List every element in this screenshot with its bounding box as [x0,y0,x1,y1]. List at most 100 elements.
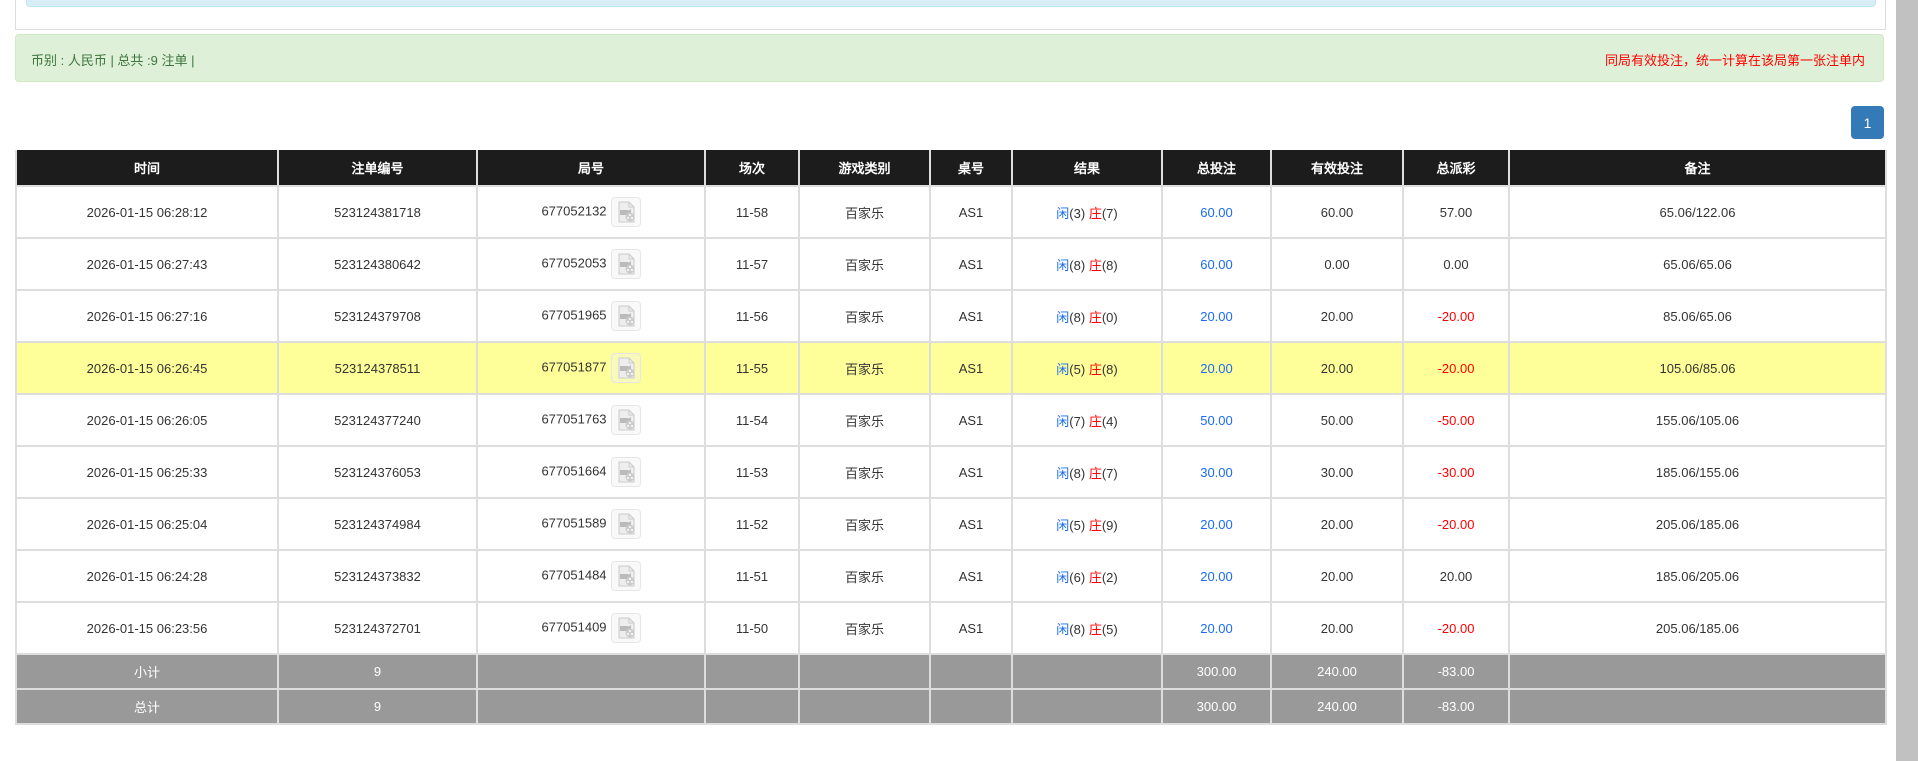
cell-valid-bet: 20.00 [1270,341,1404,395]
cell-game-type: 百家乐 [798,601,931,655]
round-id: 677051877 [541,359,607,375]
cell-shoe: 11-54 [704,393,800,447]
banker-points: (2) [1101,569,1118,585]
round-id: 677051484 [541,567,607,583]
video-replay-icon[interactable] [610,613,641,643]
round-id: 677051664 [541,463,607,479]
footer-empty [798,688,931,725]
column-header-table-no: 桌号 [929,150,1013,187]
footer-empty [1011,653,1163,690]
cell-valid-bet: 20.00 [1270,497,1404,551]
round-id: 677051589 [541,515,607,531]
cell-order-id: 523124381718 [277,185,478,239]
player-points: (3) [1069,205,1086,221]
footer-count: 9 [277,653,478,690]
player-label: 闲 [1056,413,1070,429]
banker-label: 庄 [1088,361,1102,377]
cell-total-bet: 20.00 [1161,549,1272,603]
cell-round-id: 677051589 [476,497,706,551]
cell-valid-bet: 0.00 [1270,237,1404,291]
player-label: 闲 [1056,205,1070,221]
pagination-page-1[interactable]: 1 [1851,106,1884,139]
player-points: (8) [1069,309,1086,325]
player-points: (7) [1069,413,1086,429]
cell-round-id: 677051664 [476,445,706,499]
cell-shoe: 11-55 [704,341,800,395]
video-replay-icon[interactable] [610,353,641,383]
cell-time: 2026-01-15 06:27:43 [15,237,279,291]
cell-valid-bet: 20.00 [1270,601,1404,655]
video-replay-icon[interactable] [610,249,641,279]
cell-valid-bet: 60.00 [1270,185,1404,239]
cell-shoe: 11-53 [704,445,800,499]
cell-valid-bet: 20.00 [1270,549,1404,603]
player-label: 闲 [1056,569,1070,585]
cell-result: 闲(8) 庄(0) [1011,289,1163,343]
cell-total-payout: 0.00 [1402,237,1510,291]
video-replay-icon[interactable] [610,405,641,435]
round-id: 677052053 [541,255,607,271]
round-id: 677051965 [541,307,607,323]
cell-note: 205.06/185.06 [1508,497,1887,551]
video-replay-icon[interactable] [610,301,641,331]
cell-order-id: 523124372701 [277,601,478,655]
footer-empty [798,653,931,690]
cell-round-id: 677051763 [476,393,706,447]
cell-total-bet: 20.00 [1161,497,1272,551]
table-row: 2026-01-15 06:27:16 523124379708 677051965… [15,289,1887,343]
cell-time: 2026-01-15 06:24:28 [15,549,279,603]
cell-time: 2026-01-15 06:25:33 [15,445,279,499]
footer-total-bet: 300.00 [1161,653,1272,690]
table-row: 2026-01-15 06:26:45 523124378511 677051877… [15,341,1887,395]
column-header-game-type: 游戏类别 [798,150,931,187]
cell-order-id: 523124378511 [277,341,478,395]
cell-note: 205.06/185.06 [1508,601,1887,655]
cell-result: 闲(8) 庄(5) [1011,601,1163,655]
cell-game-type: 百家乐 [798,341,931,395]
cell-total-bet: 30.00 [1161,445,1272,499]
summary-text: 币别 : 人民币 | 总共 :9 注单 | [31,53,195,68]
player-points: (5) [1069,361,1086,377]
player-label: 闲 [1056,361,1070,377]
column-header-result: 结果 [1011,150,1163,187]
banker-label: 庄 [1088,205,1102,221]
player-points: (6) [1069,569,1086,585]
cell-note: 155.06/105.06 [1508,393,1887,447]
cell-order-id: 523124379708 [277,289,478,343]
video-replay-icon[interactable] [610,457,641,487]
footer-total-payout: -83.00 [1402,688,1510,725]
video-replay-icon[interactable] [610,197,641,227]
player-label: 闲 [1056,621,1070,637]
banker-points: (0) [1101,309,1118,325]
cell-note: 85.06/65.06 [1508,289,1887,343]
column-header-order-id: 注单编号 [277,150,478,187]
cell-total-payout: -20.00 [1402,289,1510,343]
cell-order-id: 523124380642 [277,237,478,291]
video-replay-icon[interactable] [610,509,641,539]
filter-bar [26,0,1876,7]
cell-valid-bet: 20.00 [1270,289,1404,343]
player-points: (5) [1069,517,1086,533]
footer-label: 总计 [15,688,279,725]
round-id: 677051763 [541,411,607,427]
banker-points: (7) [1101,465,1118,481]
cell-round-id: 677052053 [476,237,706,291]
cell-total-bet: 50.00 [1161,393,1272,447]
cell-table-no: AS1 [929,601,1013,655]
cell-table-no: AS1 [929,549,1013,603]
cell-total-bet: 60.00 [1161,185,1272,239]
player-label: 闲 [1056,257,1070,273]
cell-shoe: 11-52 [704,497,800,551]
cell-total-payout: -50.00 [1402,393,1510,447]
footer-count: 9 [277,688,478,725]
scrollbar[interactable] [1896,0,1918,761]
footer-empty [1011,688,1163,725]
player-points: (8) [1069,621,1086,637]
banker-points: (7) [1101,205,1118,221]
video-replay-icon[interactable] [610,561,641,591]
cell-note: 185.06/155.06 [1508,445,1887,499]
banker-label: 庄 [1088,257,1102,273]
footer-empty [704,688,800,725]
cell-table-no: AS1 [929,289,1013,343]
cell-round-id: 677051965 [476,289,706,343]
